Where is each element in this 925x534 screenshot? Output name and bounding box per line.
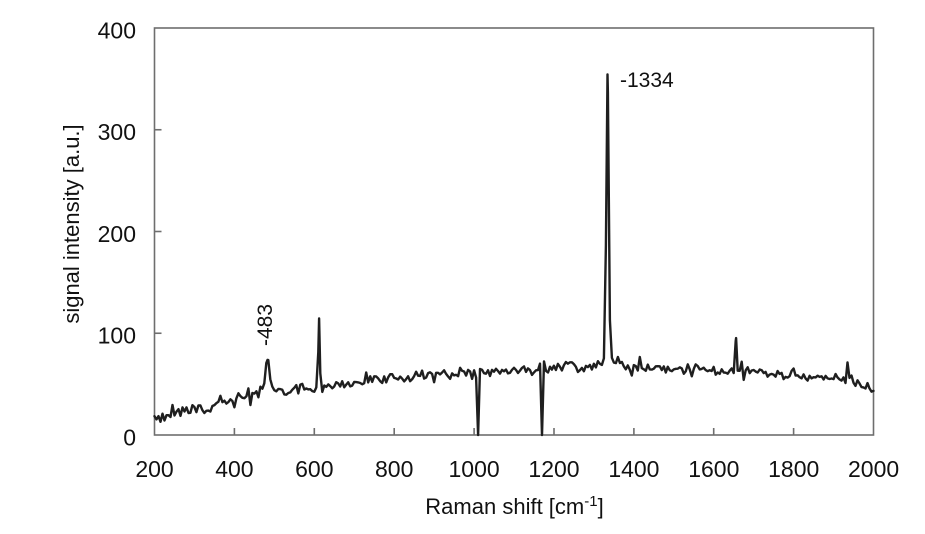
svg-text:200: 200 — [135, 456, 173, 482]
svg-text:100: 100 — [98, 323, 136, 349]
svg-text:400: 400 — [98, 17, 136, 43]
svg-text:1200: 1200 — [528, 456, 579, 482]
svg-text:signal intensity [a.u.]: signal intensity [a.u.] — [59, 124, 84, 323]
svg-text:-483: -483 — [254, 304, 277, 346]
svg-text:300: 300 — [98, 119, 136, 145]
svg-text:0: 0 — [123, 424, 136, 450]
svg-text:600: 600 — [295, 456, 333, 482]
svg-text:200: 200 — [98, 221, 136, 247]
svg-text:-1334: -1334 — [620, 69, 674, 92]
svg-text:800: 800 — [375, 456, 413, 482]
svg-text:1600: 1600 — [688, 456, 739, 482]
svg-text:1000: 1000 — [449, 456, 500, 482]
svg-text:2000: 2000 — [848, 456, 899, 482]
svg-text:400: 400 — [215, 456, 253, 482]
svg-text:1800: 1800 — [768, 456, 819, 482]
svg-text:Raman shift [cm-1]: Raman shift [cm-1] — [425, 493, 603, 519]
svg-text:1400: 1400 — [608, 456, 659, 482]
